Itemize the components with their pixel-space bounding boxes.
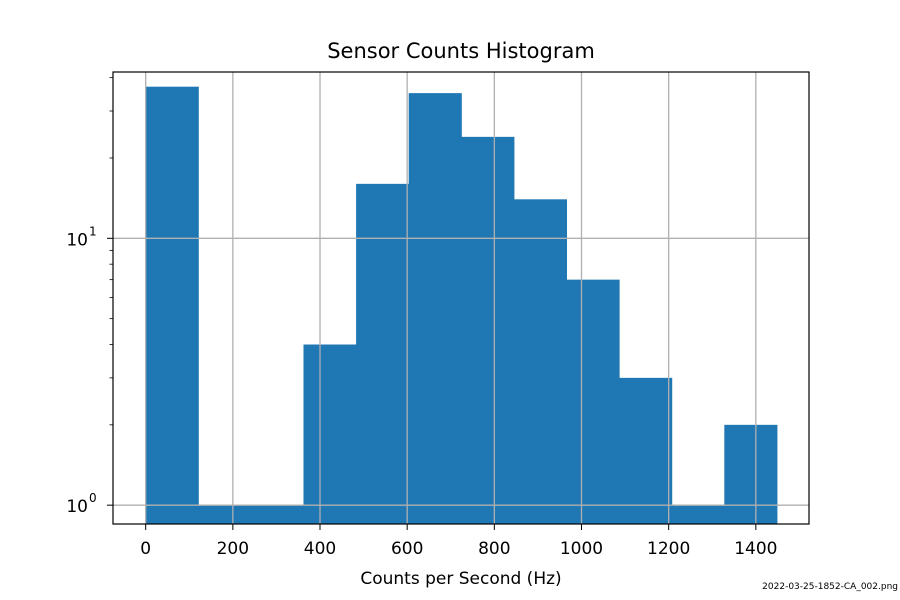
y-tick-label: 10 bbox=[66, 230, 88, 250]
plot-frame bbox=[112, 71, 810, 525]
histogram-bar bbox=[198, 505, 252, 524]
histogram-bar bbox=[250, 505, 304, 524]
histogram-bar bbox=[671, 505, 725, 524]
x-tick-label: 400 bbox=[304, 539, 336, 559]
y-tick-exponent: 0 bbox=[89, 491, 97, 505]
x-tick-label: 200 bbox=[217, 539, 249, 559]
x-tick-label: 1000 bbox=[560, 539, 603, 559]
histogram-bar bbox=[513, 199, 568, 524]
histogram-bar bbox=[566, 279, 620, 524]
histogram-bar bbox=[408, 93, 462, 524]
histogram-bar bbox=[145, 86, 199, 525]
file-name-label: 2022-03-25-1852-CA_002.png bbox=[762, 582, 898, 592]
x-tick-label: 800 bbox=[478, 539, 510, 559]
histogram-bar bbox=[461, 136, 515, 524]
bars-layer bbox=[145, 86, 778, 525]
x-tick-label: 0 bbox=[140, 539, 151, 559]
histogram-bar bbox=[303, 344, 357, 524]
chart-title: Sensor Counts Histogram bbox=[327, 39, 595, 63]
x-axis-label: Counts per Second (Hz) bbox=[360, 569, 561, 589]
histogram-bar bbox=[356, 183, 410, 524]
grid-layer bbox=[113, 72, 809, 524]
y-tick-exponent: 1 bbox=[89, 224, 97, 238]
x-tick-label: 1200 bbox=[647, 539, 690, 559]
y-tick-label: 10 bbox=[66, 497, 88, 517]
histogram-bar bbox=[724, 424, 778, 524]
x-tick-label: 600 bbox=[391, 539, 423, 559]
x-tick-label: 1400 bbox=[734, 539, 777, 559]
histogram-bar bbox=[619, 377, 673, 524]
